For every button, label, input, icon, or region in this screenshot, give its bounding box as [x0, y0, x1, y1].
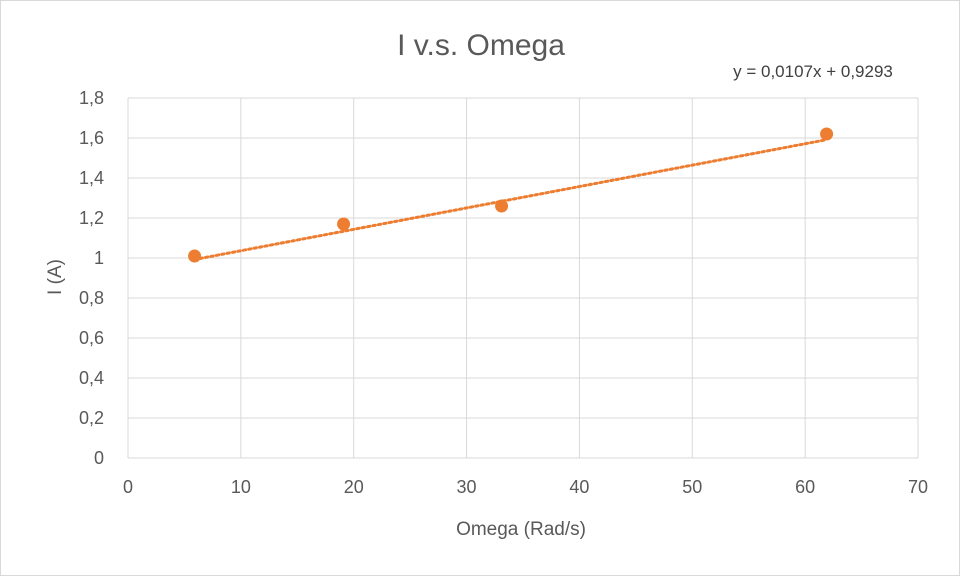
y-tick-label: 0,4 — [79, 368, 104, 388]
x-tick-label: 0 — [123, 477, 133, 497]
x-tick-label: 10 — [231, 477, 251, 497]
x-tick-label: 20 — [344, 477, 364, 497]
trendline-equation: y = 0,0107x + 0,9293 — [733, 62, 893, 81]
trendline-layer — [193, 138, 829, 262]
y-axis-ticks: 0 0,2 0,4 0,6 0,8 1 1,2 1,4 1,6 1,8 — [79, 88, 104, 468]
x-tick-label: 40 — [569, 477, 589, 497]
gridlines — [127, 97, 919, 459]
chart-title: I v.s. Omega — [397, 29, 565, 62]
data-point — [188, 249, 202, 263]
y-tick-label: 1,8 — [79, 88, 104, 108]
y-tick-label: 1,6 — [79, 128, 104, 148]
x-tick-label: 30 — [457, 477, 477, 497]
y-tick-label: 0,6 — [79, 328, 104, 348]
data-point — [337, 217, 351, 231]
y-tick-label: 1,4 — [79, 168, 104, 188]
data-point — [495, 199, 509, 213]
trendline — [193, 138, 829, 262]
y-axis-title: I (A) — [45, 259, 66, 295]
y-tick-label: 0 — [94, 448, 104, 468]
y-tick-label: 1 — [94, 248, 104, 268]
y-tick-label: 0,2 — [79, 408, 104, 428]
x-tick-label: 70 — [908, 477, 928, 497]
x-tick-label: 60 — [795, 477, 815, 497]
x-axis-title: Omega (Rad/s) — [456, 519, 586, 540]
y-tick-label: 0,8 — [79, 288, 104, 308]
y-tick-label: 1,2 — [79, 208, 104, 228]
data-point — [820, 127, 834, 141]
x-axis-ticks: 0 10 20 30 40 50 60 70 — [123, 477, 928, 497]
x-tick-label: 50 — [682, 477, 702, 497]
data-points — [188, 127, 834, 263]
